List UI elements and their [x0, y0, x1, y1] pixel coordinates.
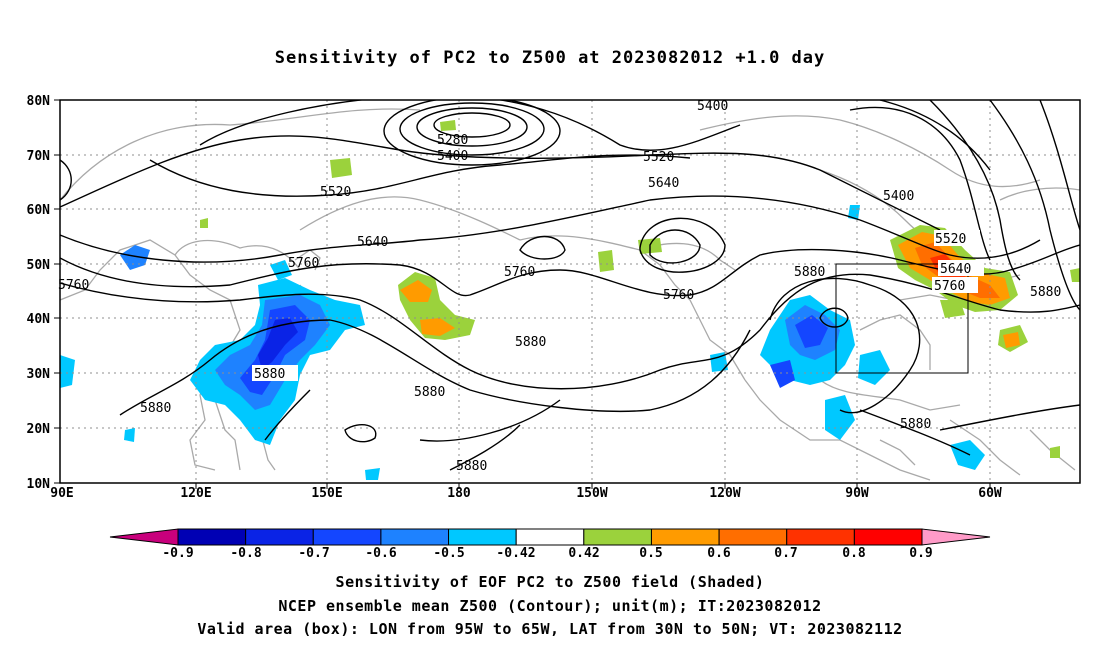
lon-ticks	[195, 483, 991, 489]
contour-label: 5880	[515, 335, 546, 350]
colorbar	[109, 528, 991, 546]
colorbar-segment	[583, 528, 652, 546]
gridlines	[60, 100, 1080, 483]
contour-label: 5760	[934, 279, 965, 294]
lat-label: 30N	[27, 367, 51, 382]
colorbar-label: -0.42	[496, 546, 535, 561]
plot-area	[60, 100, 1080, 483]
caption-valid-area: Valid area (box): LON from 95W to 65W, L…	[197, 620, 903, 638]
lon-label: 120E	[180, 486, 211, 501]
contour-label: 5400	[883, 189, 914, 204]
contour-label: 5400	[697, 99, 728, 114]
colorbar-segment	[515, 528, 585, 546]
coastlines	[60, 108, 1080, 481]
contour-label: 5760	[504, 265, 535, 280]
colorbar-segment	[853, 528, 923, 546]
plot-frame	[59, 99, 1081, 484]
lon-label: 120W	[709, 486, 740, 501]
contour-label-bg	[938, 260, 984, 276]
lat-label: 50N	[27, 258, 51, 273]
contour-label: 5640	[648, 176, 679, 191]
colorbar-segment	[786, 528, 855, 546]
colorbar-label: -0.8	[230, 546, 261, 561]
colorbar-label: 0.42	[568, 546, 599, 561]
colorbar-label: -0.9	[162, 546, 193, 561]
lon-label: 180	[447, 486, 471, 501]
contour-label-bg	[934, 230, 980, 246]
colorbar-segment	[245, 528, 314, 546]
lat-label: 80N	[27, 94, 51, 109]
colorbar-label: 0.5	[639, 546, 662, 561]
map-canvas: 5400 5280 5400 5520 5520 5640 5640 5760 …	[27, 94, 1081, 561]
lon-label: 150W	[576, 486, 607, 501]
colorbar-label: -0.7	[298, 546, 329, 561]
lon-label: 90W	[845, 486, 869, 501]
colorbar-segment	[448, 528, 517, 546]
contour-label: 5520	[320, 185, 351, 200]
contour-label-bg	[252, 365, 298, 381]
colorbar-segment	[718, 528, 788, 546]
latitude-axis: 80N 70N 60N 50N 40N 30N 20N 10N	[27, 94, 51, 492]
colorbar-labels: -0.9 -0.8 -0.7 -0.6 -0.5 -0.42 0.42 0.5 …	[162, 546, 932, 561]
contour-label: 5760	[58, 278, 89, 293]
map-area: 5400 5280 5400 5520 5520 5640 5640 5760 …	[27, 94, 1081, 561]
longitude-axis: 90E 120E 150E 180 150W 120W 90W 60W	[50, 486, 1002, 501]
contour-label: 5280	[437, 133, 468, 148]
contour-label: 5760	[663, 288, 694, 303]
contour-label-group: 5400 5280 5400 5520 5520 5640 5640 5760 …	[58, 99, 1061, 474]
lon-label: 90E	[50, 486, 73, 501]
colorbar-segment	[109, 528, 179, 546]
contour-label-bg	[932, 277, 978, 293]
colorbar-label: -0.6	[365, 546, 396, 561]
colorbar-segment	[380, 528, 450, 546]
contour-label: 5520	[935, 232, 966, 247]
contour-label: 5640	[940, 262, 971, 277]
lon-label: 150E	[311, 486, 342, 501]
lat-label: 60N	[27, 203, 51, 218]
colorbar-label: 0.7	[774, 546, 797, 561]
lat-label: 20N	[27, 422, 51, 437]
contour-label: 5880	[1030, 285, 1061, 300]
lat-label: 10N	[27, 477, 51, 492]
colorbar-segment	[650, 528, 720, 546]
contour-label: 5640	[357, 235, 388, 250]
contour-label: 5400	[437, 149, 468, 164]
lat-ticks	[54, 99, 60, 484]
lon-label: 60W	[978, 486, 1002, 501]
contour-label: 5520	[643, 150, 674, 165]
colorbar-label: -0.5	[433, 546, 464, 561]
contour-label: 5880	[254, 367, 285, 382]
colorbar-label: 0.8	[842, 546, 866, 561]
contour-label: 5880	[900, 417, 931, 432]
caption-contour: NCEP ensemble mean Z500 (Contour); unit(…	[278, 597, 822, 615]
colorbar-label: 0.6	[707, 546, 731, 561]
colorbar-segment	[921, 528, 991, 546]
colorbar-segment	[312, 528, 382, 546]
contour-label: 5880	[140, 401, 171, 416]
caption-shaded: Sensitivity of EOF PC2 to Z500 field (Sh…	[335, 573, 765, 591]
contour-label: 5880	[414, 385, 445, 400]
colorbar-label: 0.9	[909, 546, 932, 561]
lat-label: 70N	[27, 149, 51, 164]
valid-area-box	[835, 263, 969, 374]
lat-label: 40N	[27, 312, 51, 327]
contour-label: 5880	[794, 265, 825, 280]
map-title: Sensitivity of PC2 to Z500 at 2023082012…	[274, 48, 826, 68]
contour-label: 5760	[288, 256, 319, 271]
colorbar-segment	[177, 528, 247, 546]
contour-label: 5880	[456, 459, 487, 474]
